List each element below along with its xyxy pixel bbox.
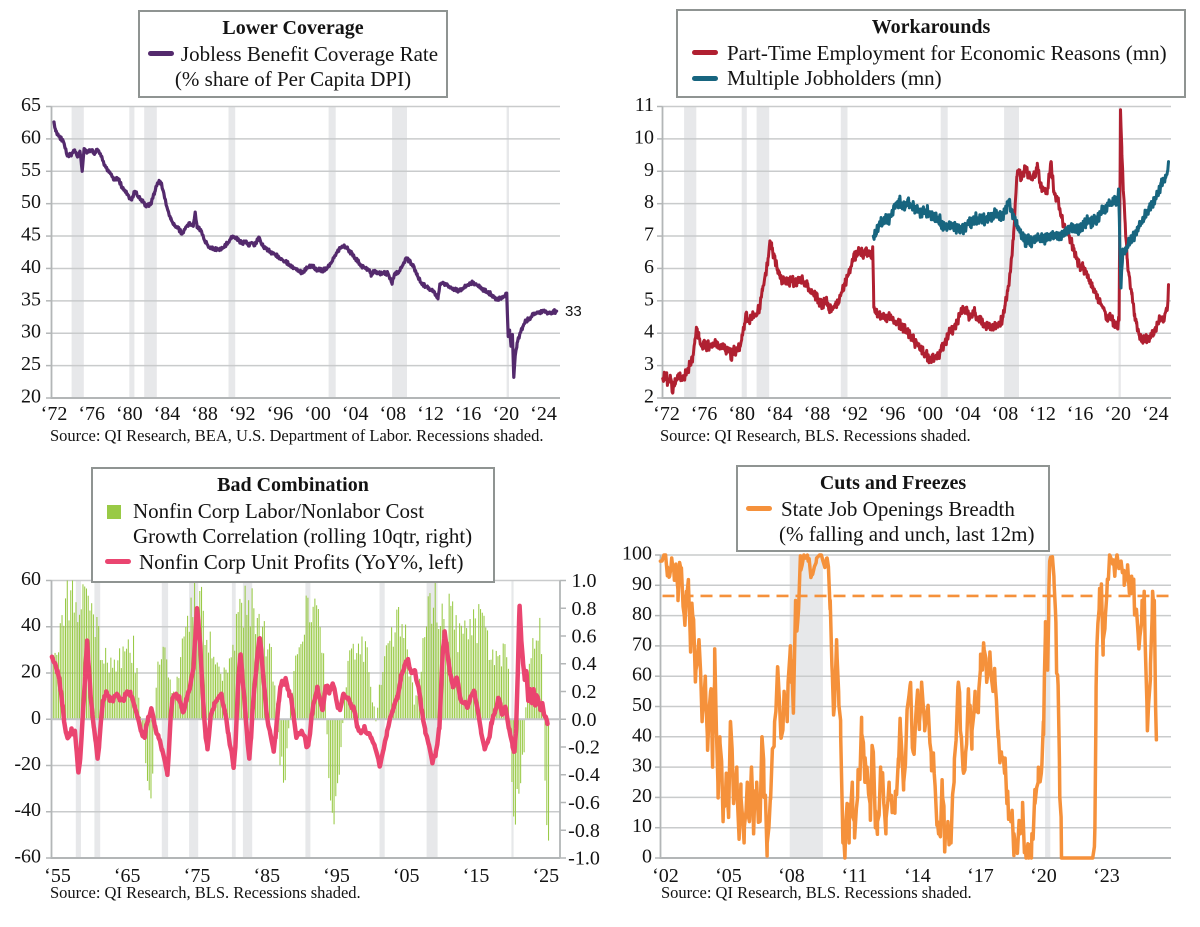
- svg-text:‘84: ‘84: [154, 403, 181, 425]
- svg-text:‘05: ‘05: [715, 865, 742, 887]
- svg-text:60: 60: [632, 664, 652, 686]
- svg-text:‘92: ‘92: [841, 403, 868, 425]
- svg-text:0.4: 0.4: [572, 653, 597, 675]
- svg-text:30: 30: [632, 755, 652, 777]
- svg-text:‘20: ‘20: [1030, 865, 1057, 887]
- svg-text:‘76: ‘76: [78, 403, 105, 425]
- svg-text:‘08: ‘08: [778, 865, 805, 887]
- svg-text:65: 65: [21, 94, 41, 116]
- svg-text:‘15: ‘15: [463, 865, 490, 887]
- svg-text:-0.4: -0.4: [568, 764, 600, 786]
- svg-text:33: 33: [565, 303, 582, 320]
- svg-text:1.0: 1.0: [572, 570, 597, 592]
- svg-text:-1.0: -1.0: [568, 848, 600, 870]
- svg-text:‘55: ‘55: [44, 865, 71, 887]
- svg-text:‘96: ‘96: [879, 403, 906, 425]
- svg-text:‘16: ‘16: [1067, 403, 1094, 425]
- svg-text:35: 35: [21, 288, 41, 310]
- svg-text:8: 8: [644, 191, 654, 213]
- svg-text:‘20: ‘20: [492, 403, 519, 425]
- svg-text:40: 40: [632, 724, 652, 746]
- svg-text:50: 50: [21, 191, 41, 213]
- svg-text:4: 4: [644, 321, 654, 343]
- svg-text:‘04: ‘04: [954, 403, 981, 425]
- svg-text:‘95: ‘95: [323, 865, 350, 887]
- svg-text:‘08: ‘08: [379, 403, 406, 425]
- svg-text:55: 55: [21, 159, 41, 181]
- svg-text:‘08: ‘08: [992, 403, 1019, 425]
- svg-text:‘00: ‘00: [916, 403, 943, 425]
- svg-text:5: 5: [644, 288, 654, 310]
- svg-text:‘14: ‘14: [904, 865, 931, 887]
- svg-text:‘72: ‘72: [653, 403, 680, 425]
- svg-text:25: 25: [21, 353, 41, 375]
- svg-text:-0.8: -0.8: [568, 820, 600, 842]
- svg-text:‘17: ‘17: [967, 865, 994, 887]
- svg-text:10: 10: [632, 815, 652, 837]
- svg-text:0: 0: [31, 707, 41, 729]
- svg-text:7: 7: [644, 224, 654, 246]
- svg-text:80: 80: [632, 603, 652, 625]
- svg-text:‘11: ‘11: [841, 865, 867, 887]
- svg-text:-0.2: -0.2: [568, 737, 600, 759]
- svg-text:0: 0: [642, 846, 652, 868]
- svg-text:-0.6: -0.6: [568, 792, 600, 814]
- svg-text:-20: -20: [14, 753, 41, 775]
- svg-text:0.0: 0.0: [572, 709, 597, 731]
- svg-text:2: 2: [644, 386, 654, 408]
- svg-text:‘80: ‘80: [728, 403, 755, 425]
- svg-text:9: 9: [644, 159, 654, 181]
- svg-text:20: 20: [21, 386, 41, 408]
- svg-text:‘02: ‘02: [652, 865, 679, 887]
- svg-text:-60: -60: [14, 846, 41, 868]
- svg-text:‘12: ‘12: [417, 403, 444, 425]
- svg-text:40: 40: [21, 614, 41, 636]
- svg-text:‘05: ‘05: [393, 865, 420, 887]
- svg-text:6: 6: [644, 256, 654, 278]
- svg-text:‘72: ‘72: [41, 403, 68, 425]
- svg-text:‘80: ‘80: [116, 403, 143, 425]
- svg-text:‘24: ‘24: [1142, 403, 1169, 425]
- svg-text:40: 40: [21, 256, 41, 278]
- svg-text:‘76: ‘76: [691, 403, 718, 425]
- svg-text:‘04: ‘04: [342, 403, 369, 425]
- svg-text:‘23: ‘23: [1093, 865, 1120, 887]
- svg-text:‘65: ‘65: [114, 865, 141, 887]
- svg-text:‘25: ‘25: [532, 865, 559, 887]
- svg-text:100: 100: [622, 543, 652, 565]
- svg-text:‘75: ‘75: [184, 865, 211, 887]
- svg-text:60: 60: [21, 126, 41, 148]
- svg-text:‘24: ‘24: [530, 403, 557, 425]
- svg-text:‘92: ‘92: [229, 403, 256, 425]
- svg-text:‘88: ‘88: [191, 403, 218, 425]
- svg-text:0.6: 0.6: [572, 626, 597, 648]
- svg-text:70: 70: [632, 633, 652, 655]
- svg-text:3: 3: [644, 353, 654, 375]
- svg-text:0.8: 0.8: [572, 598, 597, 620]
- svg-text:‘12: ‘12: [1029, 403, 1056, 425]
- svg-text:20: 20: [21, 661, 41, 683]
- svg-text:-40: -40: [14, 799, 41, 821]
- svg-text:11: 11: [635, 94, 654, 116]
- svg-text:‘88: ‘88: [804, 403, 831, 425]
- svg-text:10: 10: [634, 126, 654, 148]
- svg-text:30: 30: [21, 321, 41, 343]
- svg-text:‘84: ‘84: [766, 403, 793, 425]
- svg-text:‘00: ‘00: [304, 403, 331, 425]
- svg-text:‘85: ‘85: [253, 865, 280, 887]
- svg-text:‘20: ‘20: [1104, 403, 1131, 425]
- svg-text:60: 60: [21, 568, 41, 590]
- svg-text:20: 20: [632, 785, 652, 807]
- svg-text:50: 50: [632, 694, 652, 716]
- svg-text:0.2: 0.2: [572, 681, 597, 703]
- svg-text:‘96: ‘96: [267, 403, 294, 425]
- svg-text:90: 90: [632, 573, 652, 595]
- svg-text:‘16: ‘16: [455, 403, 482, 425]
- svg-text:45: 45: [21, 224, 41, 246]
